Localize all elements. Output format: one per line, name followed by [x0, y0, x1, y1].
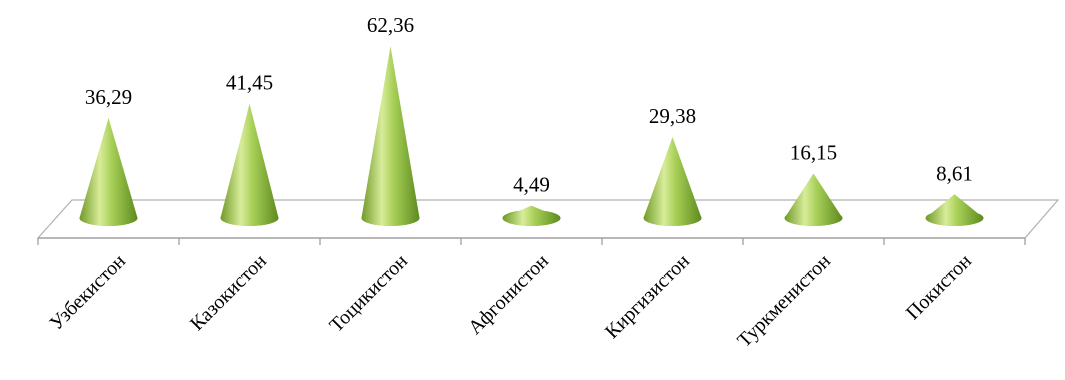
category-label: Киргизистон [601, 250, 694, 343]
x-axis-ticks [37, 238, 1026, 245]
value-label: 4,49 [513, 173, 550, 197]
value-label: 36,29 [85, 85, 132, 109]
category-label: Покистон [902, 250, 976, 324]
cone-mark-6 [784, 173, 843, 226]
cone-body [925, 194, 984, 226]
cone-body [643, 136, 702, 226]
cone-mark-3 [361, 46, 420, 226]
cone-body [220, 103, 279, 226]
cone-body [361, 46, 420, 226]
cone-mark-5 [643, 136, 702, 226]
value-label: 29,38 [649, 104, 696, 128]
cone-body [79, 117, 138, 226]
category-labels: Узбекистон Казокистон Тоцикистон Афгонистон… [45, 250, 976, 352]
cone-mark-4 [502, 205, 561, 226]
category-label: Узбекистон [45, 250, 130, 335]
value-label: 62,36 [367, 13, 414, 37]
cone-body [502, 205, 561, 226]
category-label: Туркменистон [733, 250, 835, 352]
chart-floor [36, 199, 1060, 239]
value-label: 8,61 [936, 161, 973, 185]
cone-series [79, 46, 984, 226]
cone-body [784, 173, 843, 226]
category-label: Тоцикистон [325, 250, 412, 337]
value-label: 16,15 [790, 140, 837, 164]
cone-mark-1 [79, 117, 138, 226]
cone-mark-7 [925, 194, 984, 226]
category-label: Афгонистон [464, 250, 553, 339]
value-label: 41,45 [226, 71, 273, 95]
data-labels: 36,29 41,45 62,36 4,49 29,38 16,15 8,61 [85, 13, 973, 197]
category-label: Казокистон [186, 250, 271, 335]
cone-mark-2 [220, 103, 279, 226]
